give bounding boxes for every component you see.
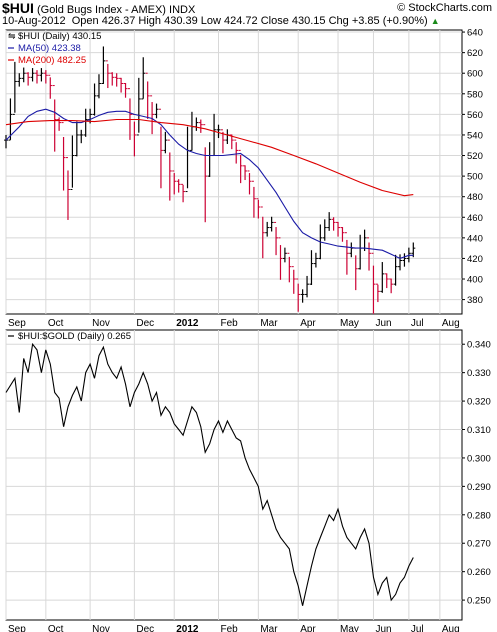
price-x-tick-label: Mar: [260, 318, 278, 329]
index-name: (Gold Bugs Index - AMEX): [36, 4, 166, 16]
price-x-tick-label: Dec: [136, 318, 154, 329]
ratio-x-tick-label: Aug: [442, 624, 460, 632]
price-y-axis: 640 620 600 580 560 540 520 500 480 460 440 420 400 3…: [462, 28, 483, 306]
ratio-x-tick-label: Jul: [411, 624, 424, 632]
ratio-panel-grid: [5, 330, 462, 620]
price-y-tick-label: 420: [467, 254, 483, 265]
exchange-label: INDX: [169, 4, 196, 16]
ma50-line: [5, 108, 414, 259]
ratio-x-tick-label: Apr: [300, 624, 316, 632]
price-y-tick-label: 580: [467, 89, 483, 100]
ratio-x-tick-label: 2012: [176, 624, 199, 632]
price-y-tick-label: 620: [467, 48, 483, 59]
ratio-x-tick-label: Feb: [221, 624, 239, 632]
ratio-y-tick-label: 0.310: [467, 425, 491, 436]
price-y-tick-label: 600: [467, 69, 483, 80]
ratio-y-tick-label: 0.250: [467, 596, 491, 607]
ratio-panel-series: [5, 342, 414, 606]
ratio-legend: $HUI:$GOLD (Daily) 0.265: [8, 331, 131, 342]
ratio-y-tick-label: 0.340: [467, 340, 491, 351]
ratio-x-tick-label: Mar: [260, 624, 278, 632]
ratio-y-axis: 0.340 0.330 0.320 0.310 0.300 0.290 0.280 0.270…: [462, 340, 491, 607]
price-y-tick-label: 640: [467, 28, 483, 39]
price-x-tick-label: Jul: [411, 318, 424, 329]
legend-bar-icon: ⇋: [8, 31, 16, 41]
price-y-tick-label: 500: [467, 172, 483, 183]
ratio-x-axis: Sep Oct Nov Dec 2012 Feb Mar Apr May Jun Jul Aug: [8, 624, 460, 632]
ratio-y-tick-label: 0.300: [467, 453, 491, 464]
ratio-x-tick-label: Nov: [92, 624, 110, 632]
ratio-y-tick-label: 0.280: [467, 510, 491, 521]
price-y-tick-label: 440: [467, 233, 483, 244]
price-panel-grid: [5, 30, 462, 314]
price-x-tick-label: Nov: [92, 318, 110, 329]
price-panel-frame: [5, 29, 463, 315]
symbol-title: $HUI: [2, 0, 34, 16]
price-y-tick-label: 520: [467, 151, 483, 162]
ohlc-summary: Open 426.37 High 430.39 Low 424.72 Close…: [71, 15, 428, 27]
legend-entry: $HUI (Daily) 430.15: [18, 31, 101, 42]
stockcharts-credit: © StockCharts.com: [397, 2, 492, 14]
ratio-x-tick-label: Oct: [48, 624, 64, 632]
ratio-x-tick-label: Dec: [136, 624, 154, 632]
price-x-tick-label: Feb: [221, 318, 239, 329]
price-x-tick-label: Jun: [375, 318, 391, 329]
price-y-tick-label: 400: [467, 275, 483, 286]
ma200-line: [5, 118, 414, 197]
price-panel-series: [4, 46, 416, 314]
ratio-y-tick-label: 0.260: [467, 567, 491, 578]
chart-date: 10-Aug-2012: [2, 15, 66, 27]
price-y-tick-label: 460: [467, 213, 483, 224]
ratio-panel-frame: [5, 329, 463, 621]
ratio-y-tick-label: 0.320: [467, 397, 491, 408]
price-y-tick-label: 560: [467, 110, 483, 121]
price-x-tick-label: Apr: [300, 318, 316, 329]
legend-entry: MA(50) 423.38: [18, 43, 81, 54]
ratio-y-tick-label: 0.270: [467, 539, 491, 550]
price-y-tick-label: 380: [467, 295, 483, 306]
price-x-tick-label: Oct: [48, 318, 64, 329]
price-y-tick-label: 480: [467, 192, 483, 203]
legend-entry: $HUI:$GOLD (Daily) 0.265: [18, 331, 131, 342]
ratio-y-tick-label: 0.290: [467, 482, 491, 493]
price-x-tick-label: 2012: [176, 318, 199, 329]
price-y-tick-label: 540: [467, 130, 483, 141]
ratio-x-tick-label: May: [340, 624, 359, 632]
price-x-axis: Sep Oct Nov Dec 2012 Feb Mar Apr May Jun Jul Aug: [8, 318, 460, 329]
ratio-y-tick-label: 0.330: [467, 368, 491, 379]
ratio-line: [5, 342, 414, 606]
price-x-tick-label: Aug: [442, 318, 460, 329]
legend-entry: MA(200) 482.25: [18, 55, 86, 66]
ratio-x-tick-label: Jun: [375, 624, 391, 632]
chart-header-line2: 10-Aug-2012 Open 426.37 High 430.39 Low …: [2, 15, 440, 27]
ratio-x-tick-label: Sep: [8, 624, 26, 632]
price-x-tick-label: May: [340, 318, 359, 329]
price-x-tick-label: Sep: [8, 318, 26, 329]
change-up-icon: ▲: [430, 16, 440, 26]
chart-header-line1: $HUI (Gold Bugs Index - AMEX) INDX: [2, 0, 195, 16]
